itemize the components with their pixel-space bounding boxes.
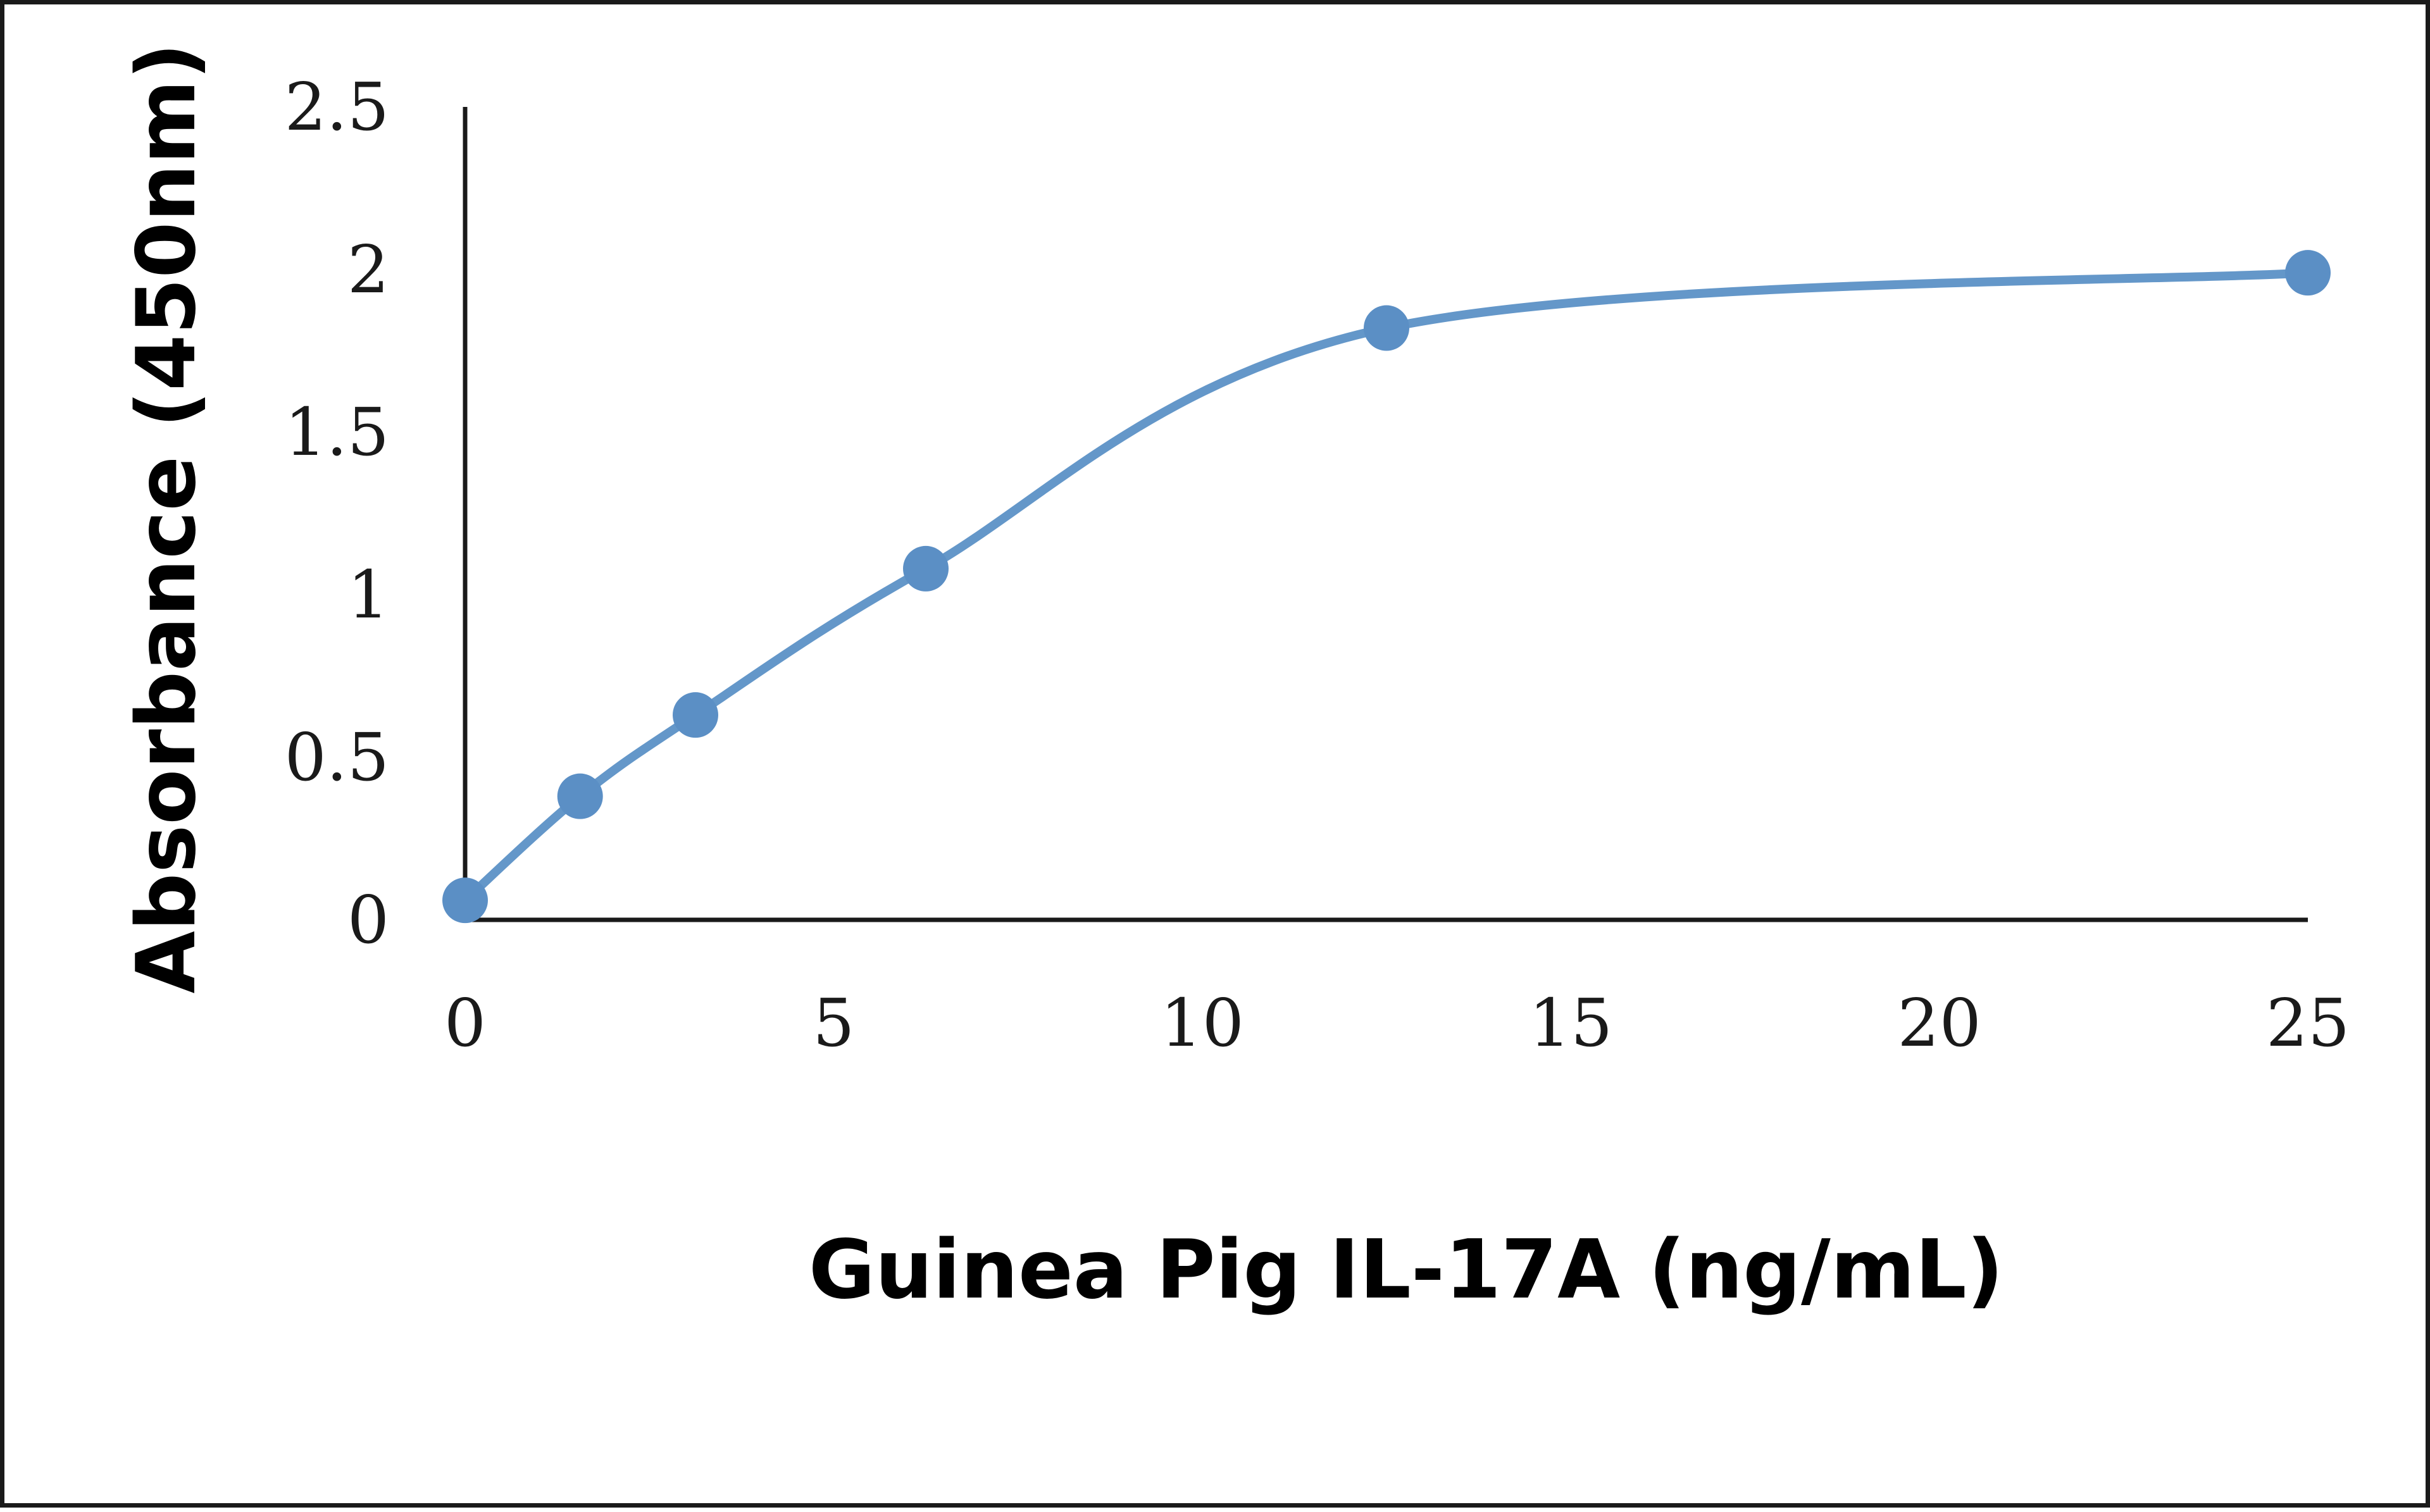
x-tick-label: 25 bbox=[2266, 984, 2350, 1062]
data-point bbox=[2285, 250, 2331, 296]
series-curve bbox=[461, 268, 2312, 905]
data-point bbox=[673, 692, 718, 738]
y-tick-label: 0.5 bbox=[285, 719, 389, 796]
data-point bbox=[442, 877, 488, 924]
y-tick-labels: 0 0.5 1 1.5 2 2.5 bbox=[285, 68, 389, 958]
y-tick-label: 1.5 bbox=[285, 393, 389, 471]
x-tick-label: 5 bbox=[813, 984, 854, 1062]
y-tick-label: 0 bbox=[347, 881, 389, 958]
x-tick-labels: 0 5 10 15 20 25 bbox=[444, 984, 2350, 1062]
absorbance-curve-chart: 0 0.5 1 1.5 2 2.5 0 5 10 15 20 25 Guinea Pig IL-17… bbox=[120, 43, 2350, 1318]
y-tick-label: 2 bbox=[347, 231, 389, 308]
data-points bbox=[442, 250, 2331, 924]
data-point bbox=[1364, 305, 1409, 351]
y-axis-title: Absorbance (450nm) bbox=[120, 43, 214, 994]
x-tick-label: 10 bbox=[1161, 984, 1244, 1062]
y-tick-label: 1 bbox=[347, 556, 389, 633]
x-axis-title: Guinea Pig IL-17A (ng/mL) bbox=[809, 1223, 2003, 1317]
x-tick-label: 15 bbox=[1529, 984, 1612, 1062]
data-point bbox=[903, 545, 949, 592]
y-tick-label: 2.5 bbox=[285, 68, 389, 146]
x-tick-label: 20 bbox=[1897, 984, 1981, 1062]
data-point bbox=[557, 773, 603, 819]
x-tick-label: 0 bbox=[444, 984, 486, 1062]
